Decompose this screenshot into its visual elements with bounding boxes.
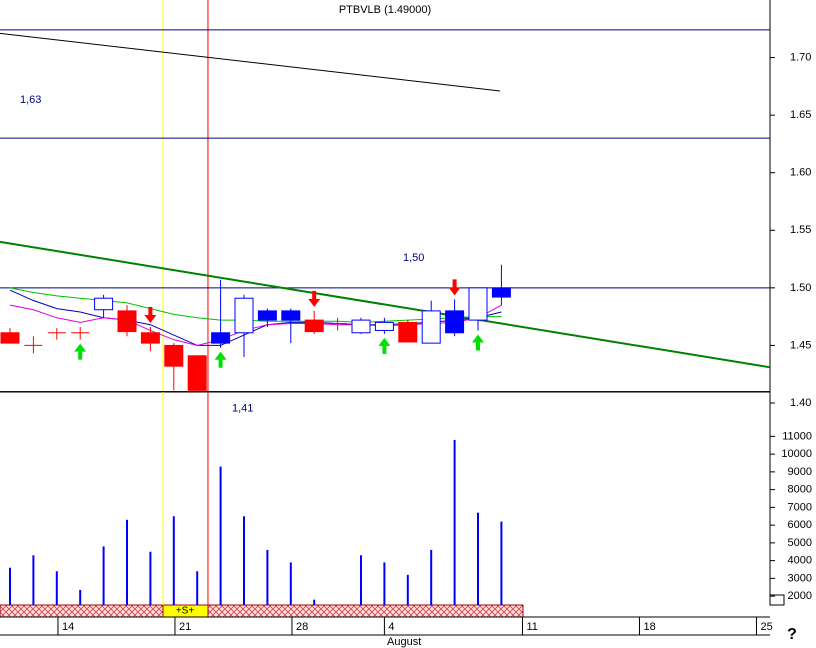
y-tick-label: 1.50 (790, 282, 811, 294)
level-label: 1,41 (232, 402, 253, 414)
candle-body (281, 310, 301, 321)
y-tick-label: 1.40 (790, 397, 811, 409)
axis-corner (769, 594, 785, 606)
candle-body (211, 332, 231, 344)
x-tick-label: 4 (388, 621, 394, 633)
volume-bar (477, 512, 479, 605)
volume-bar (172, 516, 175, 605)
candle-body (140, 332, 160, 344)
volume-bar (500, 521, 503, 605)
volume-bar (406, 574, 409, 605)
x-tick-label: 28 (296, 621, 308, 633)
candle-body (187, 355, 207, 391)
x-tick-label: 14 (62, 621, 74, 633)
volume-bar (55, 571, 58, 605)
y-tick-label: 1.65 (790, 109, 811, 121)
candle-body (164, 344, 184, 367)
plot-area (0, 0, 770, 605)
x-tick-label: 18 (643, 621, 655, 633)
candle-body (398, 321, 418, 343)
y2-tick-label: 2000 (788, 590, 812, 602)
volume-bar (32, 555, 35, 605)
candle-body (374, 321, 394, 331)
volume-bar (430, 549, 433, 605)
signal-arrow (448, 279, 461, 296)
volume-bar (313, 599, 316, 605)
volume-bar (149, 551, 152, 605)
y2-tick-label: 3000 (788, 572, 812, 584)
level-label: 1,50 (403, 252, 424, 264)
signal-arrow (74, 343, 87, 360)
candle-body (491, 287, 511, 298)
volume-bar (126, 519, 128, 605)
volume-bar (243, 516, 245, 605)
moving-average (9, 287, 502, 323)
signal-arrow (308, 290, 321, 307)
level-label: 1,63 (20, 94, 41, 106)
x-tick-label: 25 (760, 621, 772, 633)
volume-bar (266, 549, 269, 605)
candle-body (257, 310, 277, 321)
signal-arrow (378, 337, 391, 354)
volume-bar (219, 466, 222, 605)
moving-average (9, 289, 502, 346)
signal-arrow (214, 351, 227, 368)
candle-body (117, 310, 137, 333)
x-tick-label: 21 (179, 621, 191, 633)
candle-body (351, 319, 371, 334)
volume-bar (196, 571, 199, 605)
candle-body (94, 297, 114, 311)
candle-body (421, 310, 441, 344)
y2-tick-label: 7000 (788, 501, 812, 513)
y-tick-label: 1.60 (790, 167, 811, 179)
y-tick-label: 1.70 (790, 51, 811, 63)
candle-body (304, 319, 324, 333)
volume-bar (289, 562, 292, 605)
volume-bar (360, 555, 362, 605)
chart-title: PTBVLB (1.49000) (339, 4, 431, 16)
volume-bar (9, 567, 11, 605)
y2-tick-label: 11000 (782, 430, 812, 442)
y2-tick-label: 5000 (788, 537, 812, 549)
moving-average (9, 304, 502, 346)
candle-body (445, 310, 465, 334)
signal-label: +S+ (176, 606, 195, 617)
y2-tick-label: 6000 (788, 519, 812, 531)
y-tick-label: 1.55 (790, 224, 811, 236)
volume-bar (79, 589, 82, 605)
volume-bar (453, 439, 456, 605)
month-label: August (387, 636, 421, 648)
signal-arrow (144, 307, 157, 324)
y-tick-label: 1.45 (790, 339, 811, 351)
y2-tick-label: 10000 (781, 448, 812, 460)
volume-bar (383, 562, 386, 605)
volume-bar (102, 546, 105, 605)
y2-tick-label: 9000 (788, 466, 812, 478)
candle-body (234, 297, 254, 334)
y2-tick-label: 4000 (788, 555, 812, 567)
candle-body (0, 332, 20, 344)
y2-tick-label: 8000 (788, 484, 812, 496)
x-tick-label: 11 (526, 621, 537, 633)
candle-body (468, 287, 488, 321)
trend-line (0, 240, 771, 369)
signal-band (0, 604, 524, 618)
signal-arrow (472, 334, 484, 351)
help-icon[interactable]: ? (787, 626, 797, 643)
trend-line (0, 32, 501, 92)
